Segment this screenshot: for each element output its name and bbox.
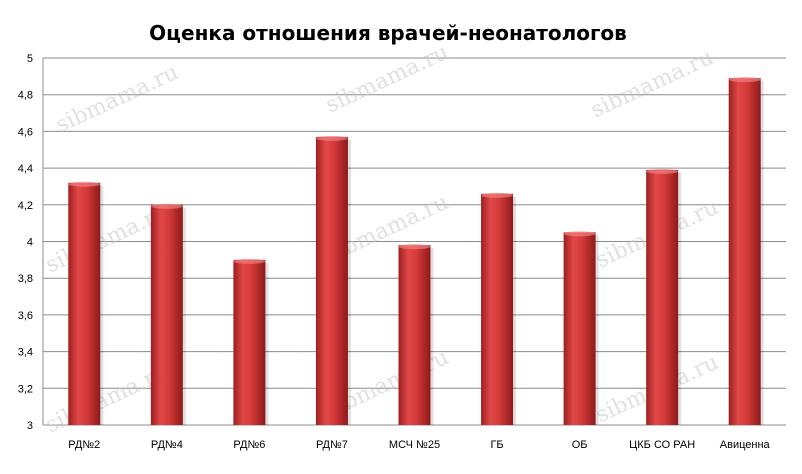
y-tick-label: 4,2 (18, 200, 33, 212)
bar-top (150, 203, 183, 209)
bar-top (646, 168, 679, 174)
x-category-label: Авиценна (720, 439, 771, 451)
bar (68, 182, 101, 425)
x-category-label: ГБ (490, 439, 503, 451)
bar-top (481, 192, 514, 198)
x-category-label: РД№4 (151, 439, 183, 451)
bar-top (68, 181, 101, 187)
y-tick-label: 3,4 (18, 347, 33, 359)
bar-top (728, 77, 761, 83)
bar (233, 259, 266, 425)
bar-top (563, 231, 596, 237)
bar (150, 204, 183, 425)
y-tick-label: 3,6 (18, 310, 33, 322)
y-tick-label: 4,8 (18, 90, 33, 102)
x-category-layer: РД№2 РД№4 РД№6 РД№7 МСЧ №25 ГБ ОБ ЦКБ СО РАН Ави… (68, 439, 770, 451)
bar (315, 136, 348, 425)
bar (481, 193, 514, 425)
x-category-label: ОБ (572, 439, 588, 451)
bar (646, 169, 679, 425)
y-tick-label: 3,2 (18, 383, 33, 395)
y-tick-label: 4 (27, 237, 33, 249)
y-tick-label: 3 (27, 420, 33, 432)
watermark-text: sibmama.ru (587, 45, 717, 123)
bar (728, 78, 761, 425)
y-tick-label: 4,6 (18, 126, 33, 138)
x-category-label: РД№7 (316, 439, 348, 451)
chart-title: Оценка отношения врачей-неонатологов (149, 21, 627, 45)
x-category-label: МСЧ №25 (389, 439, 440, 451)
watermark-text: sibmama.ru (322, 40, 452, 118)
watermark-text: sibmama.ru (52, 60, 182, 138)
watermark-layer: sibmama.ru sibmama.ru sibmama.rusibmama.ru… (42, 40, 722, 438)
bar (398, 245, 431, 425)
x-category-label: ЦКБ СО РАН (629, 439, 695, 451)
x-category-label: РД№2 (68, 439, 100, 451)
bar-top (233, 258, 266, 264)
y-tick-label: 3,8 (18, 273, 33, 285)
bar (563, 232, 596, 425)
y-tick-label: 5 (27, 53, 33, 65)
bar-top (398, 244, 431, 250)
y-tick-label: 4,4 (18, 163, 33, 175)
y-tick-layer: 3 3,2 3,4 3,6 3,8 4 4,2 4,4 4,6 4,8 5 (18, 53, 33, 432)
bar-layer (68, 77, 764, 425)
x-category-label: РД№6 (233, 439, 265, 451)
bar-top (315, 135, 348, 141)
